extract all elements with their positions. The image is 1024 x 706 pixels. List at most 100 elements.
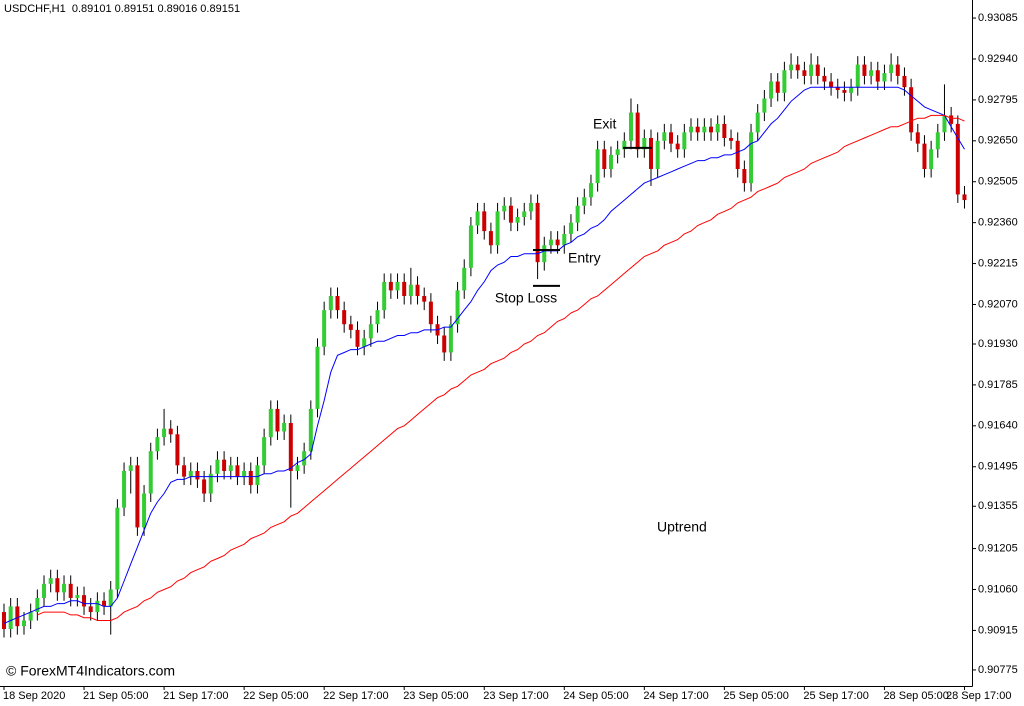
candle-body bbox=[929, 149, 934, 170]
candle-body bbox=[729, 137, 734, 141]
candle-body bbox=[655, 140, 660, 170]
candle-body bbox=[135, 465, 140, 528]
candle-body bbox=[889, 64, 894, 74]
candle-body bbox=[208, 473, 213, 494]
candle-body bbox=[588, 183, 593, 198]
candle-body bbox=[228, 465, 233, 471]
candle-body bbox=[595, 149, 600, 184]
candle-body bbox=[28, 612, 33, 621]
candle-body bbox=[495, 211, 500, 246]
candle-body bbox=[195, 470, 200, 480]
candle-body bbox=[895, 64, 900, 76]
y-tick-label: 0.92215 bbox=[978, 257, 1018, 269]
candle-body bbox=[782, 70, 787, 93]
x-tick-label: 21 Sep 17:00 bbox=[163, 690, 228, 702]
candle-body bbox=[308, 408, 313, 452]
candle-body bbox=[722, 123, 727, 138]
candle-body bbox=[942, 115, 947, 133]
candle-body bbox=[328, 296, 333, 311]
y-tick-label: 0.92360 bbox=[978, 217, 1018, 229]
candle-body bbox=[162, 428, 167, 438]
candle-body bbox=[742, 169, 747, 184]
y-tick-label: 0.91205 bbox=[978, 542, 1018, 554]
moving-average bbox=[37, 114, 965, 621]
candle-body bbox=[342, 310, 347, 325]
candle-body bbox=[568, 222, 573, 234]
x-tick-label: 21 Sep 05:00 bbox=[83, 690, 148, 702]
candle-body bbox=[382, 281, 387, 311]
candle-body bbox=[875, 70, 880, 82]
level-label: Exit bbox=[593, 116, 616, 132]
candle-body bbox=[262, 437, 267, 466]
candle-body bbox=[282, 423, 287, 432]
candle-body bbox=[35, 597, 40, 613]
candle-body bbox=[222, 459, 227, 471]
candle-body bbox=[402, 281, 407, 297]
y-tick-label: 0.92505 bbox=[978, 176, 1018, 188]
candle-body bbox=[248, 470, 253, 486]
candle-body bbox=[669, 132, 673, 144]
candle-body bbox=[115, 507, 120, 590]
candle-body bbox=[642, 137, 647, 150]
candle-body bbox=[628, 112, 633, 141]
candle-body bbox=[502, 205, 507, 212]
candle-body bbox=[82, 595, 87, 607]
watermark: © ForexMT4Indicators.com bbox=[6, 663, 175, 679]
candle-body bbox=[462, 267, 467, 291]
candle-body bbox=[715, 123, 720, 133]
candle-body bbox=[769, 81, 774, 99]
candle-body bbox=[789, 64, 794, 71]
candle-body bbox=[915, 132, 920, 144]
candle-body bbox=[148, 451, 153, 494]
candle-body bbox=[302, 451, 307, 466]
candle-body bbox=[88, 606, 93, 613]
candle-body bbox=[922, 143, 927, 170]
candle-body bbox=[508, 205, 513, 223]
candle-body bbox=[902, 75, 907, 88]
candle-body bbox=[635, 112, 640, 150]
candle-body bbox=[682, 132, 687, 150]
candle-body bbox=[935, 132, 940, 150]
candle-body bbox=[142, 493, 147, 528]
candle-body bbox=[368, 324, 373, 339]
candle-body bbox=[602, 149, 607, 170]
candle-body bbox=[882, 73, 887, 82]
candle-body bbox=[288, 423, 293, 471]
candle-body bbox=[242, 470, 247, 477]
candle-body bbox=[408, 284, 413, 297]
level-label: Entry bbox=[568, 250, 601, 266]
candle-body bbox=[8, 606, 13, 629]
candle-body bbox=[862, 64, 867, 76]
candle-body bbox=[188, 470, 193, 477]
candle-body bbox=[962, 194, 967, 201]
candle-body bbox=[68, 583, 73, 598]
x-tick-label: 28 Sep 05:00 bbox=[883, 690, 948, 702]
candle-body bbox=[615, 149, 620, 155]
candle-body bbox=[102, 600, 107, 607]
candle-body bbox=[275, 408, 280, 432]
candle-body bbox=[42, 583, 47, 598]
candle-body bbox=[855, 64, 860, 88]
candle-body bbox=[155, 437, 160, 452]
chart-title: USDCHF,H1 0.89101 0.89151 0.89016 0.8915… bbox=[4, 3, 240, 15]
y-tick-label: 0.92650 bbox=[978, 135, 1018, 147]
moving-average bbox=[3, 86, 965, 624]
candle-body bbox=[815, 64, 820, 76]
candle-body bbox=[182, 465, 187, 477]
candle-body bbox=[582, 197, 587, 206]
candle-body bbox=[622, 140, 627, 150]
x-tick-label: 22 Sep 17:00 bbox=[323, 690, 388, 702]
candle-body bbox=[468, 225, 473, 268]
candle-body bbox=[802, 70, 807, 76]
candle-body bbox=[428, 301, 433, 325]
candle-body bbox=[255, 465, 260, 486]
x-tick-label: 24 Sep 17:00 bbox=[643, 690, 708, 702]
candle-body bbox=[755, 112, 760, 133]
y-tick-label: 0.91355 bbox=[978, 500, 1018, 512]
candle-body bbox=[322, 310, 327, 347]
candle-body bbox=[395, 281, 400, 291]
candle-body bbox=[702, 126, 707, 133]
candle-body bbox=[268, 408, 273, 438]
